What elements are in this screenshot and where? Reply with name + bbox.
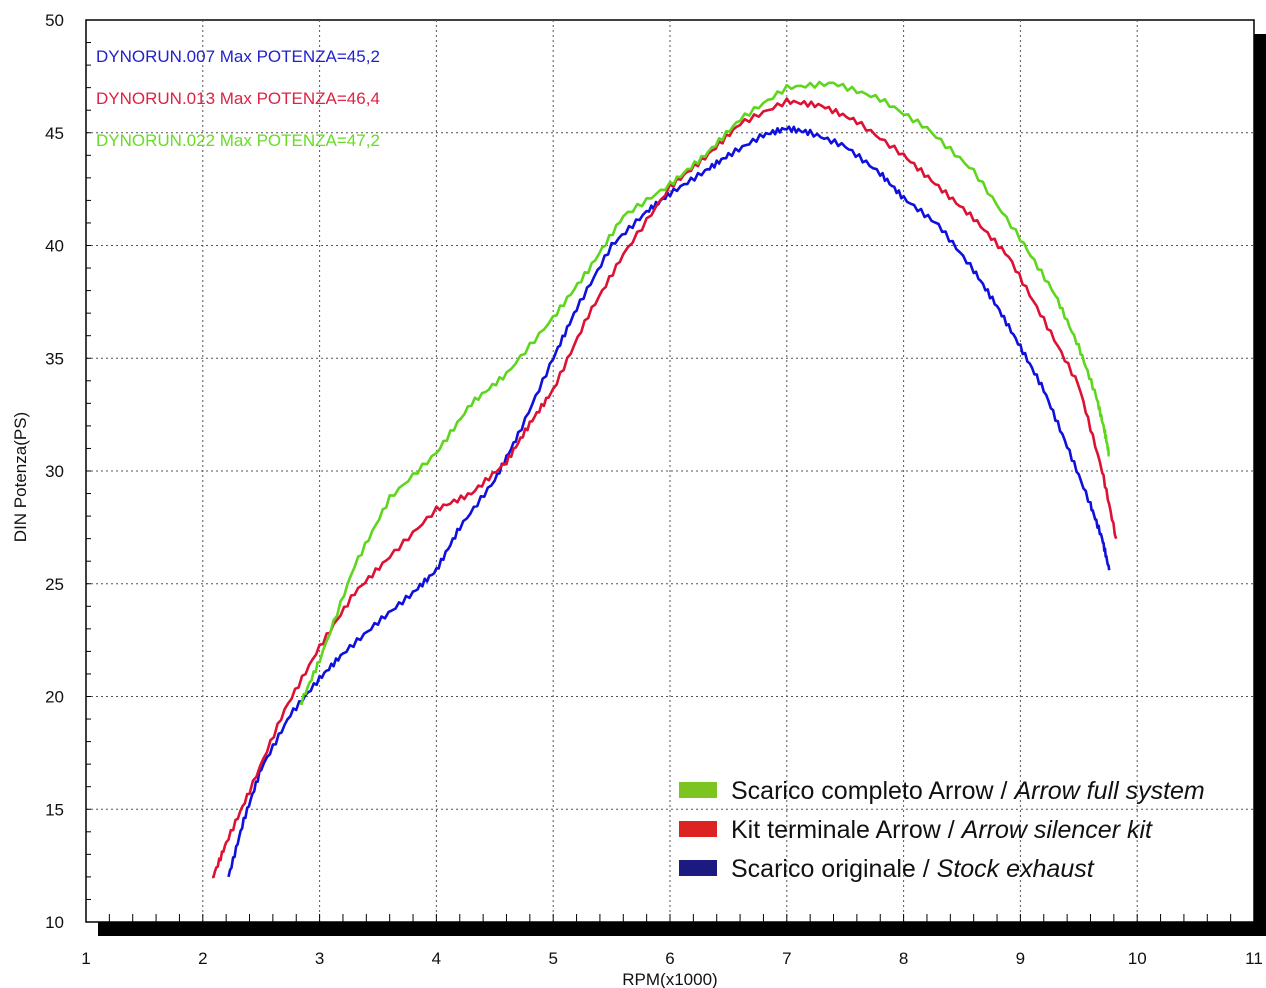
x-tick-labels: 1 2 3 4 5 6 7 8 9 10 11 — [81, 949, 1263, 968]
x-tick-label: 9 — [1016, 949, 1025, 968]
legend-label-stock-exhaust: Scarico originale / Stock exhaust — [731, 855, 1095, 883]
run-label-007: DYNORUN.007 Max POTENZA=45,2 — [96, 47, 380, 66]
frame-shadow-bottom — [98, 922, 1266, 936]
legend-swatch-stock-exhaust — [679, 860, 717, 876]
series-line-2 — [299, 80, 1110, 706]
x-tick-label: 6 — [665, 949, 674, 968]
x-tick-label: 3 — [315, 949, 324, 968]
y-tick-label: 50 — [45, 11, 64, 30]
x-tick-label: 4 — [432, 949, 441, 968]
y-tick-label: 15 — [45, 800, 64, 819]
y-tick-label: 30 — [45, 462, 64, 481]
legend-label-full-system: Scarico completo Arrow / Arrow full syst… — [731, 777, 1205, 805]
frame-shadow-right — [1254, 34, 1266, 936]
x-tick-label: 5 — [548, 949, 557, 968]
legend: Scarico completo Arrow / Arrow full syst… — [679, 777, 1205, 883]
x-axis-title: RPM(x1000) — [622, 970, 717, 988]
legend-swatch-full-system — [679, 782, 717, 798]
legend-label-silencer-kit: Kit terminale Arrow / Arrow silencer kit — [731, 816, 1153, 844]
y-tick-label: 40 — [45, 237, 64, 256]
run-label-013: DYNORUN.013 Max POTENZA=46,4 — [96, 89, 380, 108]
x-tick-label: 11 — [1245, 949, 1263, 968]
x-tick-label: 2 — [198, 949, 207, 968]
y-tick-labels: 10 15 20 25 30 35 40 45 50 — [45, 11, 64, 932]
grid-lines — [86, 20, 1254, 922]
x-tick-label: 7 — [782, 949, 791, 968]
series-line-0 — [227, 125, 1111, 878]
x-tick-label: 10 — [1128, 949, 1147, 968]
x-tick-label: 1 — [81, 949, 90, 968]
y-tick-label: 10 — [45, 913, 64, 932]
series-lines — [212, 80, 1118, 879]
y-tick-label: 20 — [45, 688, 64, 707]
series-line-1 — [212, 97, 1118, 879]
y-tick-label: 35 — [45, 349, 64, 368]
legend-swatch-silencer-kit — [679, 821, 717, 837]
x-tick-label: 8 — [899, 949, 908, 968]
y-tick-label: 45 — [45, 124, 64, 143]
minor-ticks — [85, 19, 1255, 923]
y-tick-label: 25 — [45, 575, 64, 594]
run-label-022: DYNORUN.022 Max POTENZA=47,2 — [96, 131, 380, 150]
y-axis-title: DIN Potenza(PS) — [11, 412, 30, 542]
run-labels: DYNORUN.007 Max POTENZA=45,2 DYNORUN.013… — [96, 47, 380, 150]
